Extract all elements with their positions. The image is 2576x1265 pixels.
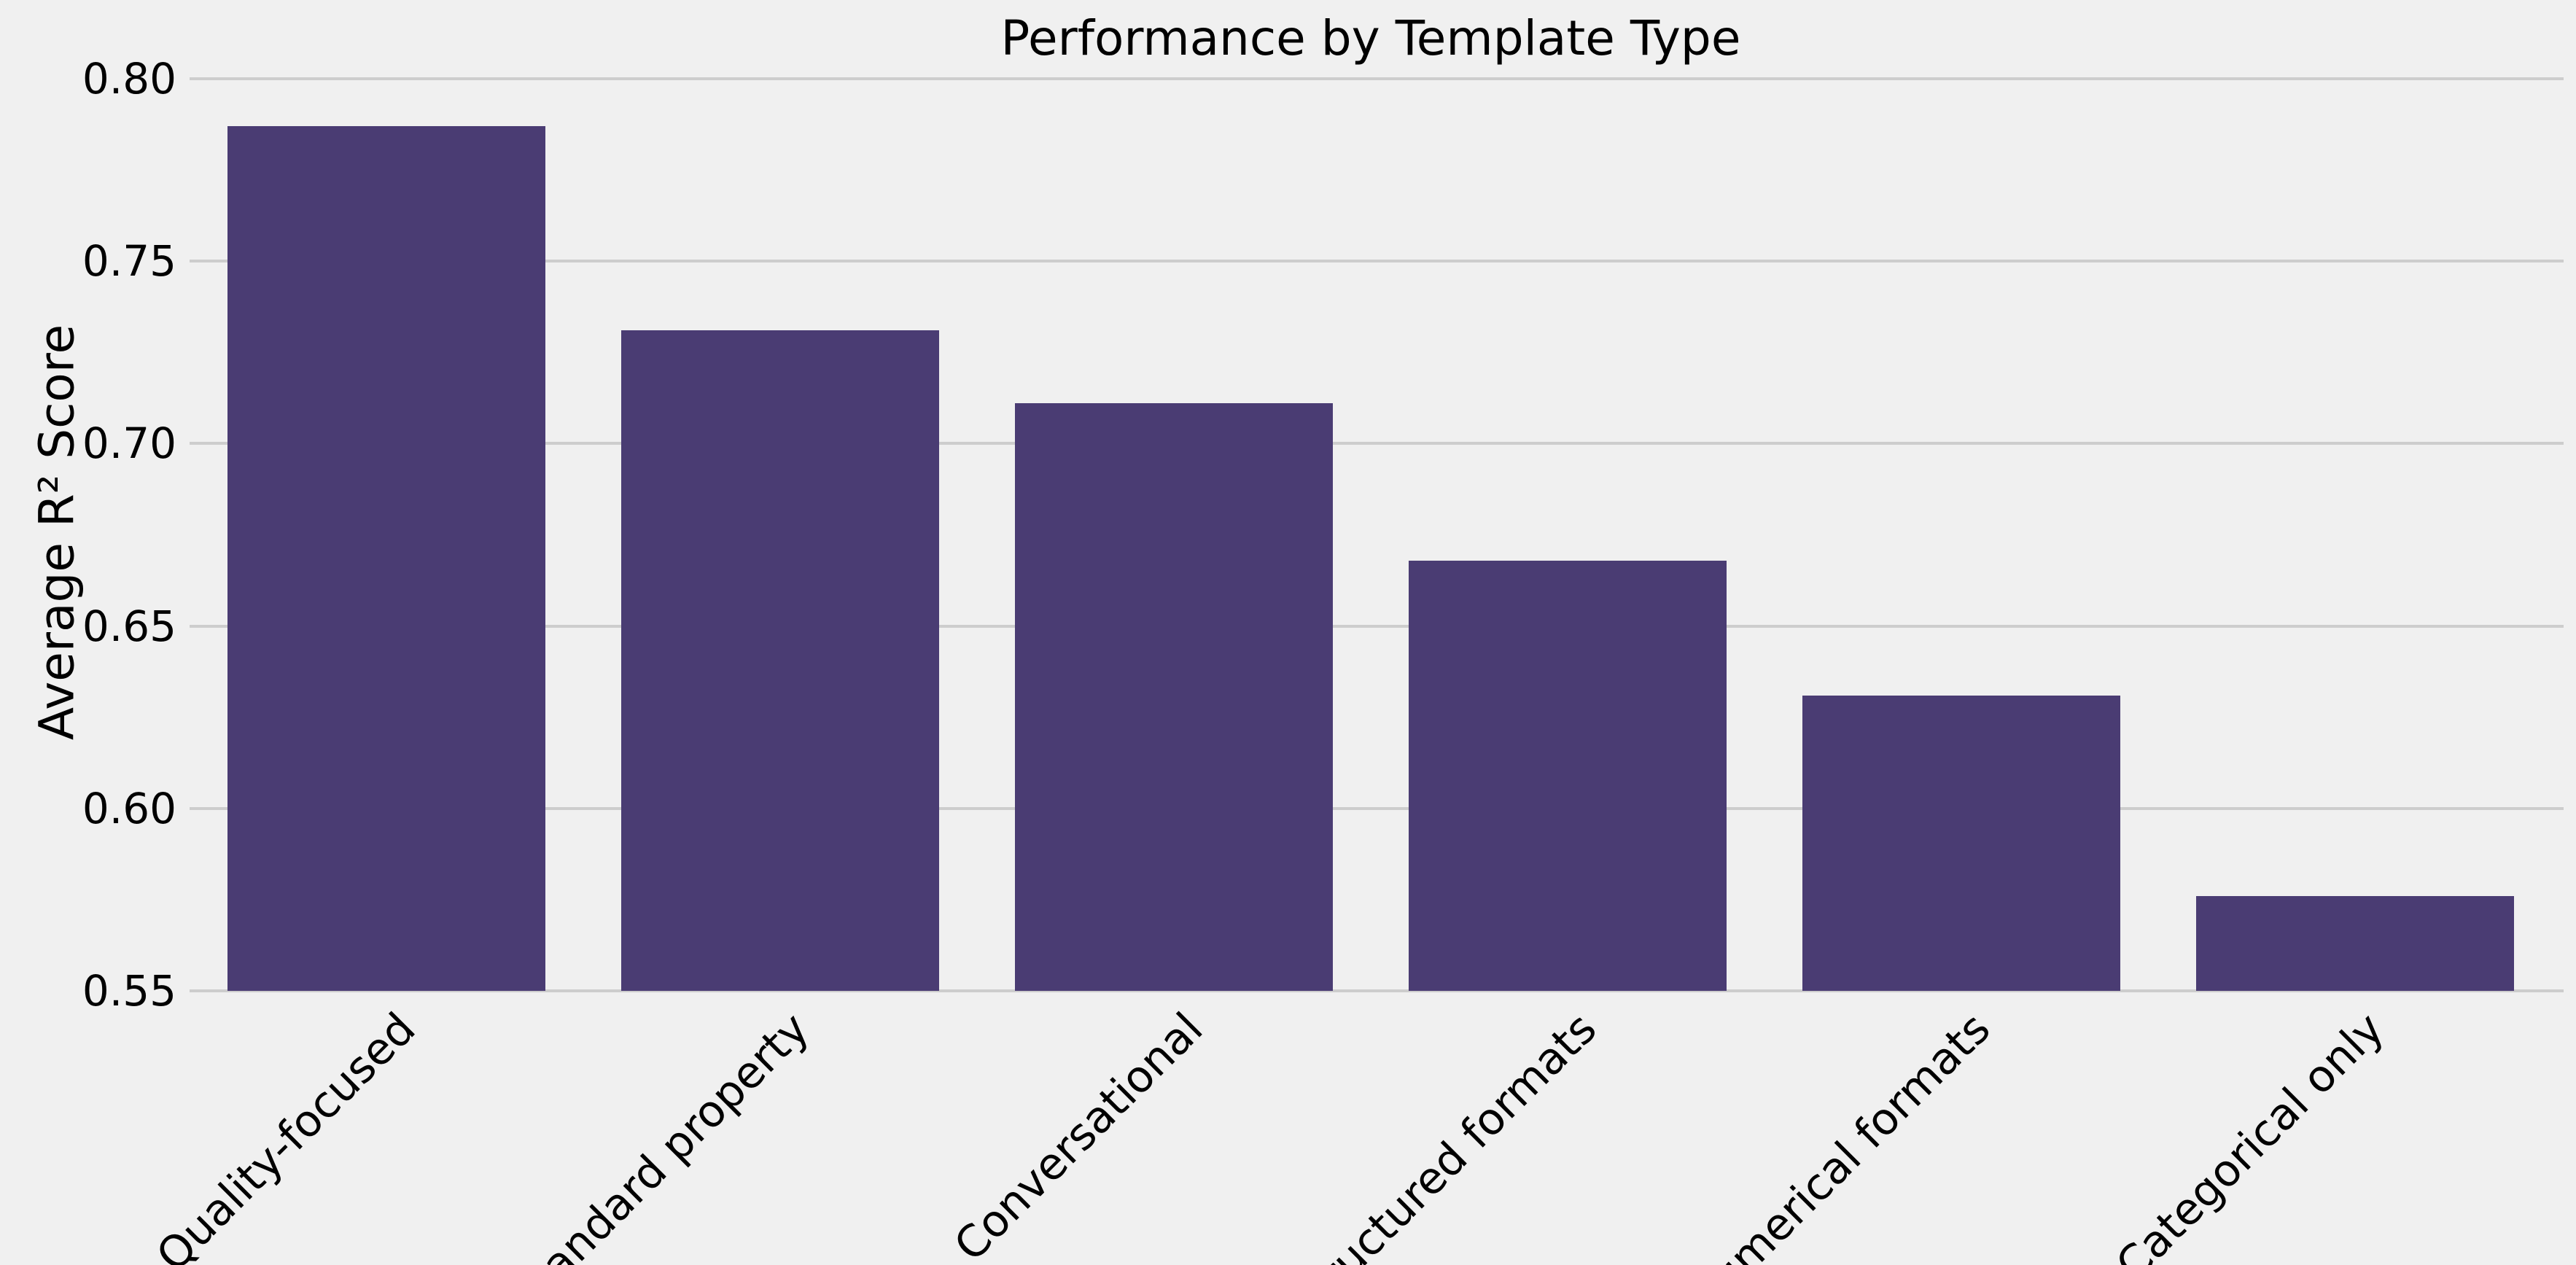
y-tick-label: 0.70 (82, 419, 176, 469)
y-tick-label: 0.75 (82, 236, 176, 287)
gridline (190, 442, 2564, 445)
gridline (190, 624, 2564, 628)
bar (2196, 895, 2514, 991)
y-tick-label: 0.60 (82, 783, 176, 833)
bar (621, 330, 939, 991)
y-axis-label: Average R² Score (28, 324, 85, 741)
bar (1802, 695, 2120, 991)
y-tick-label: 0.80 (82, 54, 176, 104)
gridline (190, 260, 2564, 263)
bar (1409, 560, 1727, 991)
bar (227, 126, 545, 991)
gridline (190, 77, 2564, 80)
chart-title: Performance by Template Type (1000, 10, 1741, 66)
bar (1015, 403, 1333, 991)
x-tick-label: Quality-focused (147, 1003, 426, 1265)
gridline (190, 806, 2564, 810)
y-tick-label: 0.65 (82, 601, 176, 651)
gridline (190, 989, 2564, 992)
y-tick-label: 0.55 (82, 966, 176, 1016)
